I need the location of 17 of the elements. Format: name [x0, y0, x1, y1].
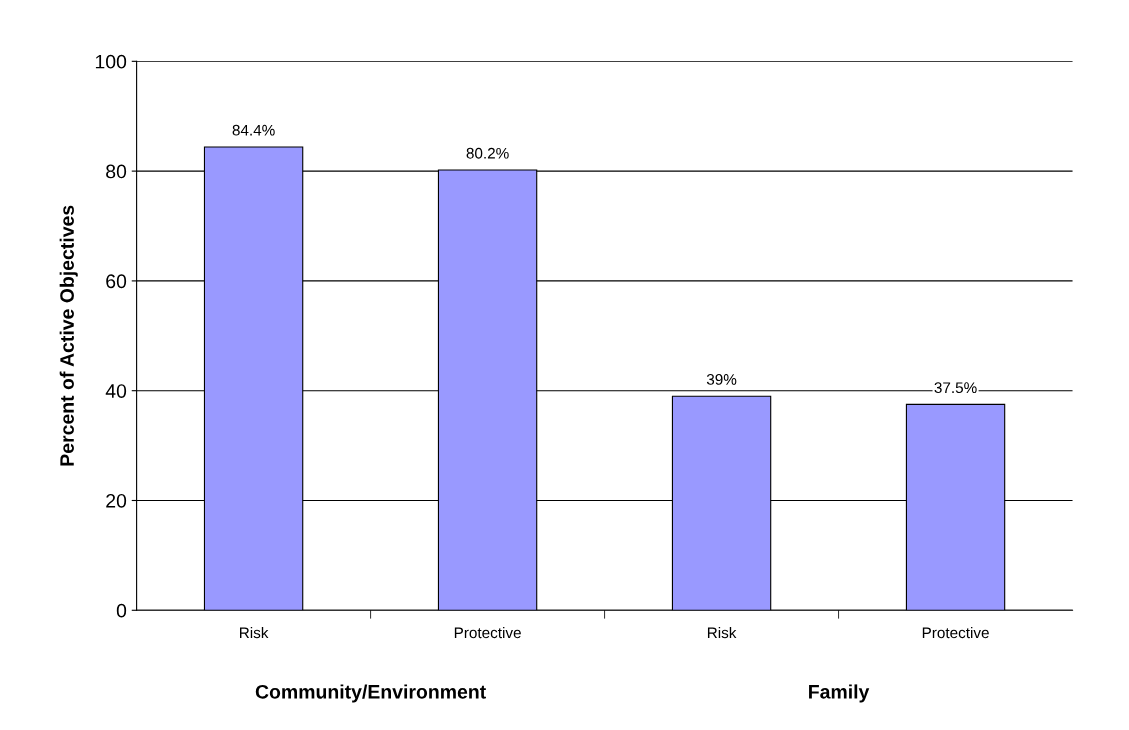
x-tick-label: Risk — [240, 626, 269, 639]
y-tick-label: 60 — [106, 274, 127, 289]
y-axis-title: Percent of Active Objectives — [59, 205, 78, 466]
y-tick-label: 0 — [116, 603, 127, 618]
x-tick-label: Protective — [922, 626, 989, 639]
x-tick-label: Risk — [707, 626, 737, 639]
text: Community/Environment — [255, 684, 486, 703]
y-tick-label: 80 — [106, 164, 127, 179]
y-tick-label: 40 — [105, 384, 127, 398]
y-tick-label: 20 — [106, 493, 127, 508]
data-label: 37.5% — [934, 382, 977, 394]
data-label: 80.2% — [466, 147, 509, 159]
data-label: 39% — [706, 374, 737, 385]
y-tick-label: 100 — [95, 54, 127, 69]
text: Family — [809, 684, 870, 703]
data-label: 84.4% — [232, 124, 275, 136]
x-tick-label: Protective — [454, 626, 521, 639]
